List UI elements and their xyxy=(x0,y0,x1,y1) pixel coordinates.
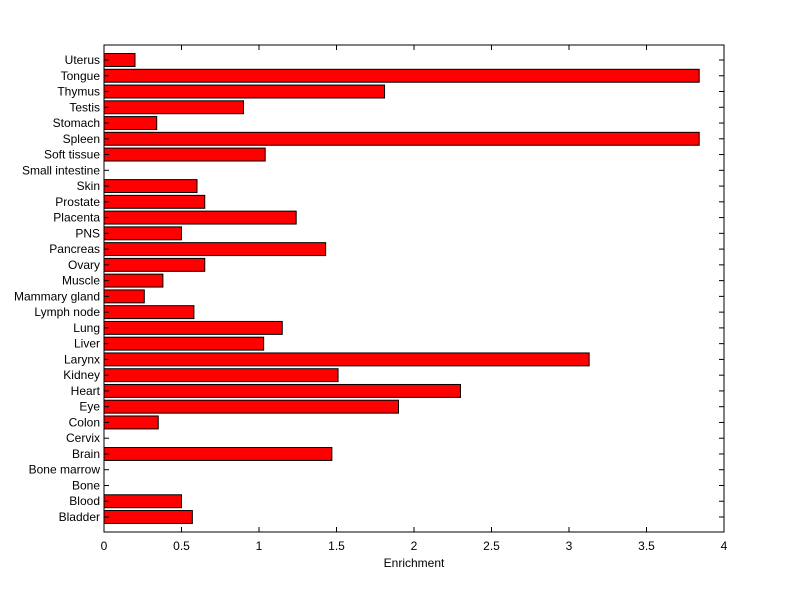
bar-lung xyxy=(103,320,283,335)
y-tick-label-uterus: Uterus xyxy=(65,53,100,67)
y-tick-label-soft-tissue: Soft tissue xyxy=(44,148,100,162)
bar-larynx xyxy=(103,352,590,367)
y-tick-label-skin: Skin xyxy=(77,179,100,193)
y-tick-label-small-intestine: Small intestine xyxy=(22,163,100,177)
y-tick-label-kidney: Kidney xyxy=(63,368,100,382)
bar-colon xyxy=(103,415,159,430)
y-tick-label-bladder: Bladder xyxy=(59,510,100,524)
x-tick-label-3: 1.5 xyxy=(328,539,345,553)
x-tick-label-6: 3 xyxy=(566,539,573,553)
y-tick-label-bone: Bone xyxy=(72,478,100,492)
y-tick-label-thymus: Thymus xyxy=(57,85,100,99)
x-tick-label-7: 3.5 xyxy=(638,539,655,553)
x-tick-label-0: 0 xyxy=(101,539,108,553)
x-tick-label-5: 2.5 xyxy=(483,539,500,553)
bar-pns xyxy=(103,226,182,241)
bar-spleen xyxy=(103,131,700,146)
bar-brain xyxy=(103,447,333,461)
y-tick-label-pns: PNS xyxy=(75,226,100,240)
bar-muscle xyxy=(103,273,164,288)
y-tick-label-cervix: Cervix xyxy=(66,431,100,445)
y-tick-label-mammary-gland: Mammary gland xyxy=(14,289,100,303)
y-tick-label-spleen: Spleen xyxy=(63,132,100,146)
bar-mammary-gland xyxy=(103,289,145,304)
y-tick-label-eye: Eye xyxy=(79,400,100,414)
y-tick-label-tongue: Tongue xyxy=(61,69,101,83)
bar-heart xyxy=(103,383,461,398)
y-tick-label-lung: Lung xyxy=(73,321,100,335)
bar-bladder xyxy=(103,510,193,524)
y-tick-label-stomach: Stomach xyxy=(53,116,100,130)
bar-skin xyxy=(103,179,198,194)
bar-lymph-node xyxy=(103,305,195,320)
y-tick-label-liver: Liver xyxy=(74,337,100,351)
bar-thymus xyxy=(103,84,386,99)
y-tick-label-lymph-node: Lymph node xyxy=(34,305,100,319)
bar-eye xyxy=(103,399,399,414)
x-tick-label-8: 4 xyxy=(721,539,728,553)
bar-prostate xyxy=(103,194,206,209)
y-tick-label-prostate: Prostate xyxy=(55,195,100,209)
bar-stomach xyxy=(103,116,158,130)
bar-ovary xyxy=(103,257,206,272)
y-tick-label-placenta: Placenta xyxy=(53,211,100,225)
bar-kidney xyxy=(103,368,339,383)
x-tick-label-2: 1 xyxy=(256,539,263,553)
y-tick-label-ovary: Ovary xyxy=(68,258,100,272)
y-tick-label-blood: Blood xyxy=(69,494,100,508)
y-tick-label-heart: Heart xyxy=(71,384,101,398)
y-tick-label-larynx: Larynx xyxy=(64,352,100,366)
x-axis: 0 0.5 1 1.5 2 2.5 3 3.5 4 xyxy=(101,45,728,553)
bar-blood xyxy=(103,494,182,509)
x-tick-label-4: 2 xyxy=(411,539,418,553)
bar-soft-tissue xyxy=(103,147,266,162)
bar-testis xyxy=(103,100,244,115)
x-axis-label: Enrichment xyxy=(384,556,445,570)
y-tick-label-pancreas: Pancreas xyxy=(49,242,100,256)
y-tick-label-brain: Brain xyxy=(72,447,100,461)
y-tick-label-colon: Colon xyxy=(69,415,100,429)
bar-placenta xyxy=(103,210,297,225)
y-tick-label-testis: Testis xyxy=(69,100,100,114)
bar-pancreas xyxy=(103,242,327,257)
x-tick-label-1: 0.5 xyxy=(173,539,190,553)
bar-liver xyxy=(103,336,265,351)
bar-tongue xyxy=(103,68,700,83)
y-tick-label-muscle: Muscle xyxy=(62,274,100,288)
y-tick-label-bone-marrow: Bone marrow xyxy=(29,463,101,477)
